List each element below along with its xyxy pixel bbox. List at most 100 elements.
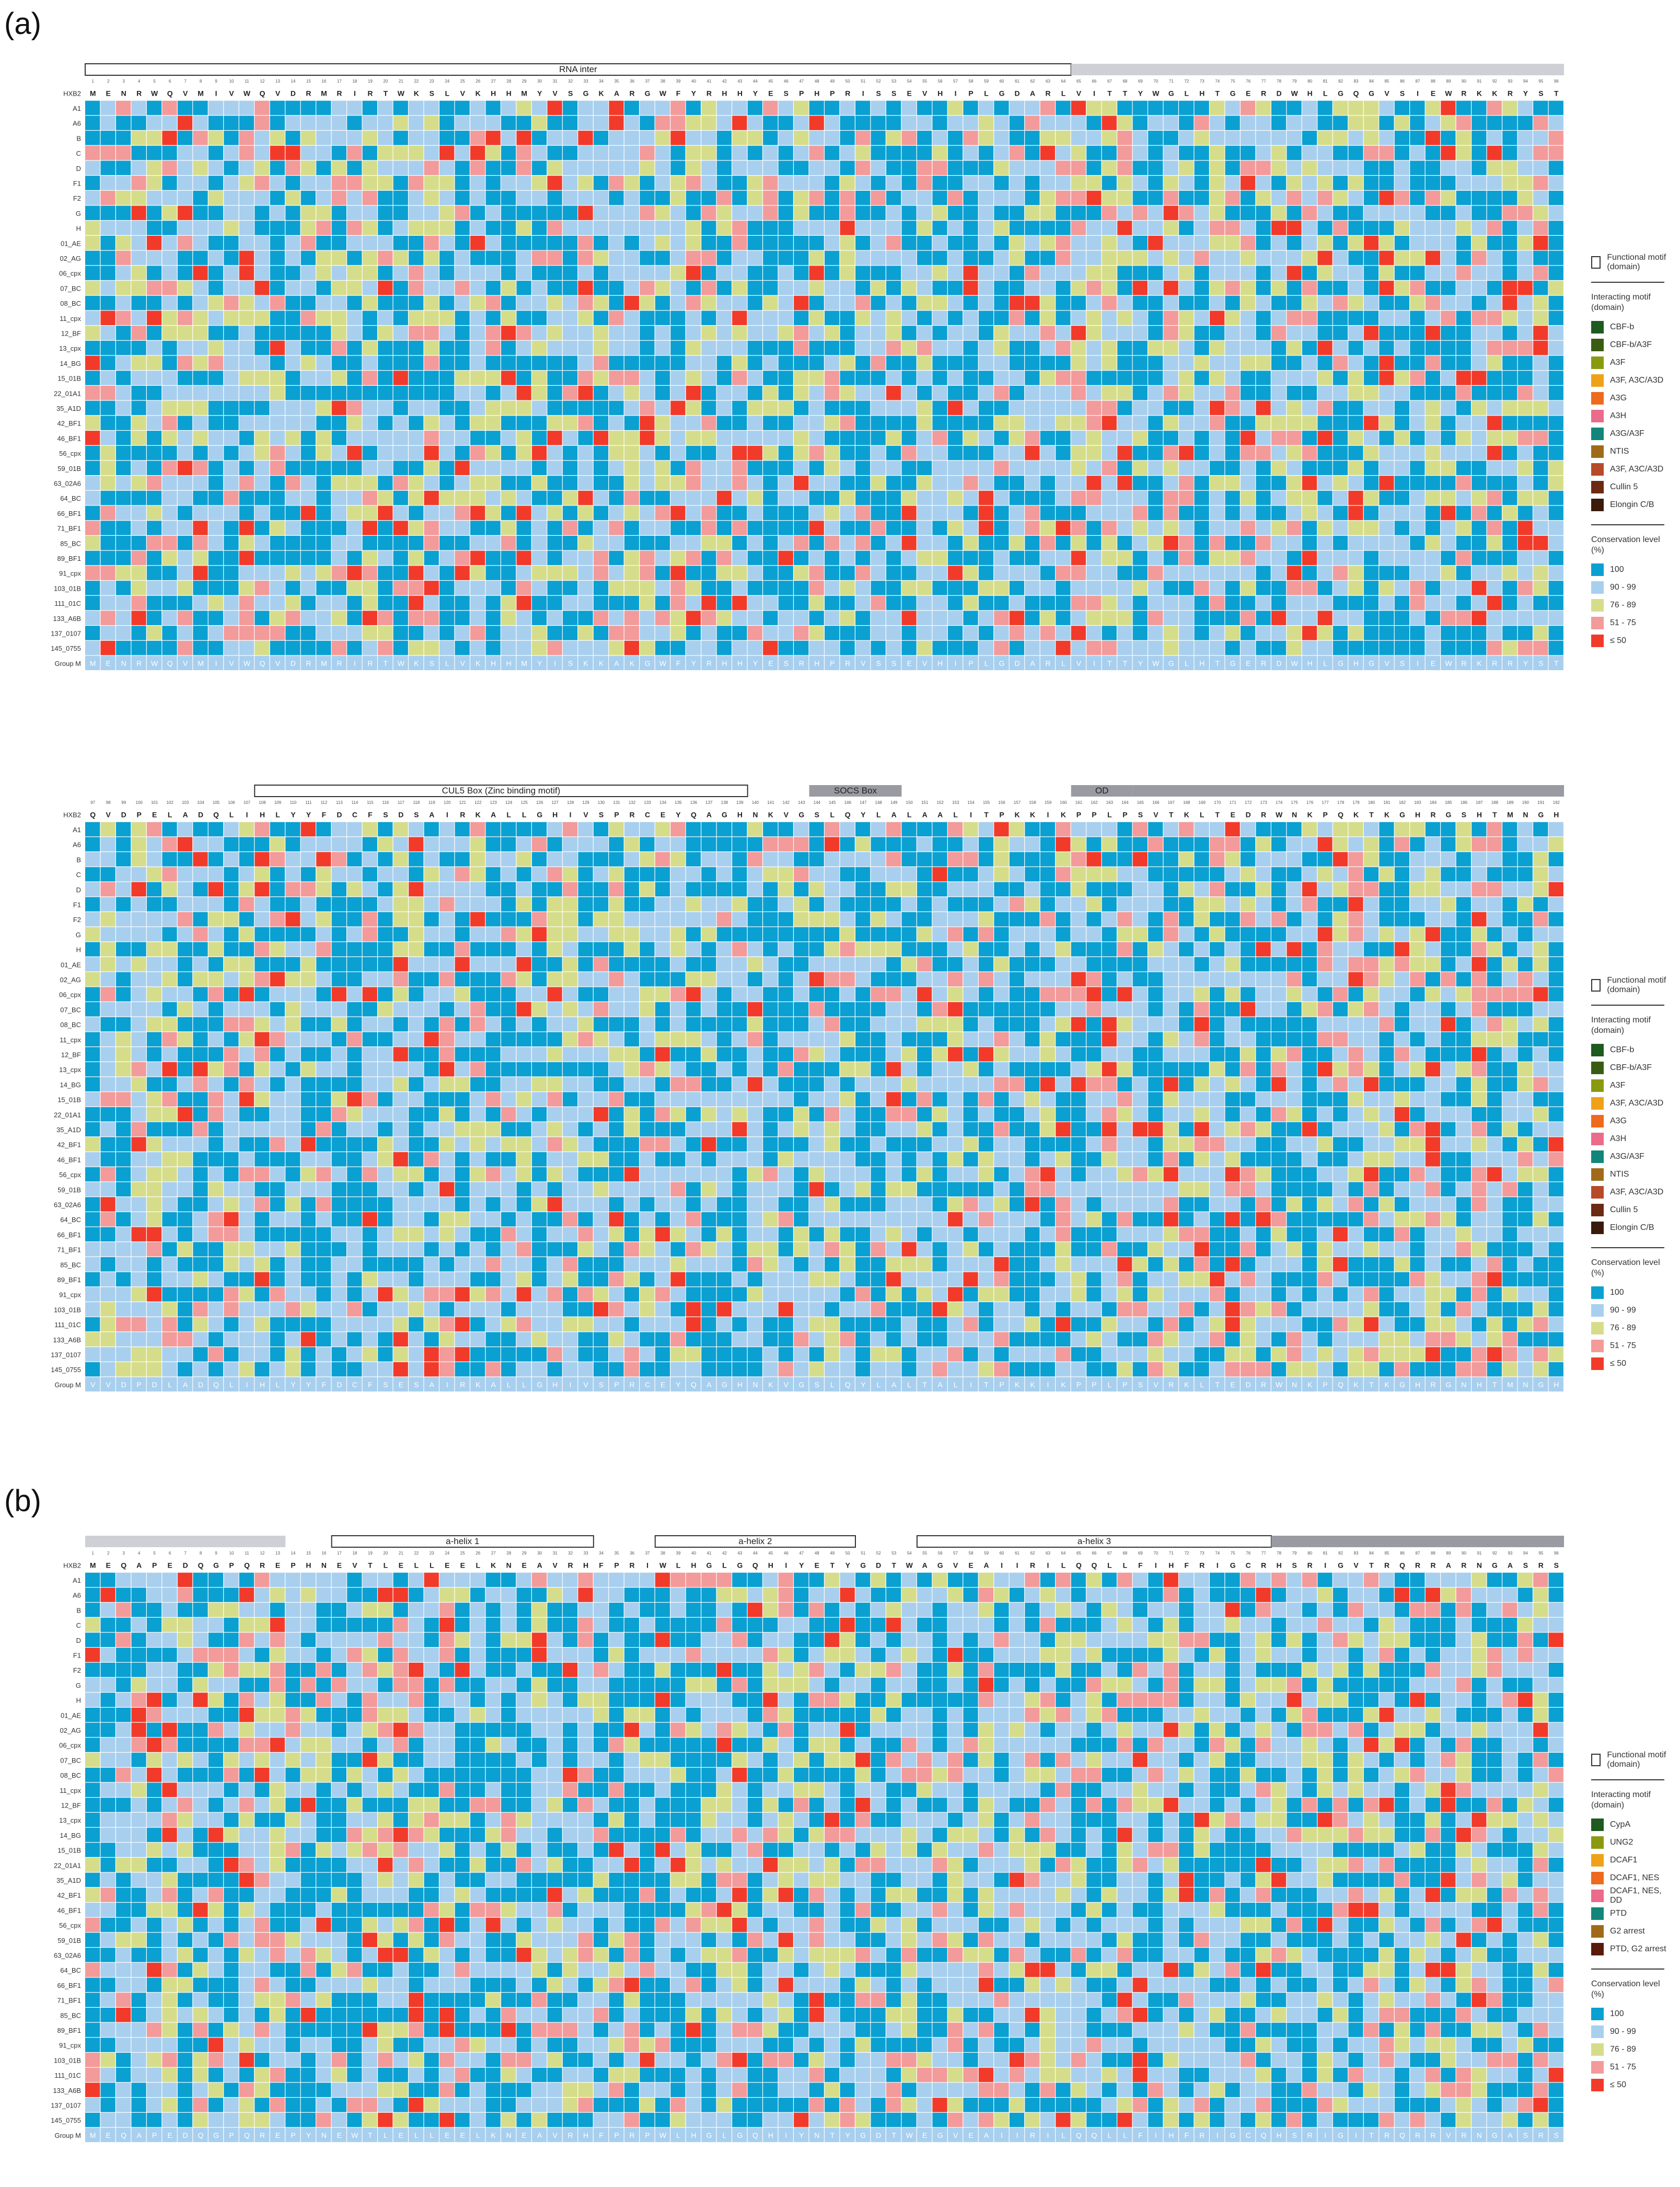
heat-cell [840,640,855,655]
heat-cell [825,535,840,550]
heat-cell [655,176,670,190]
heat-cell [593,897,609,912]
heat-cell [1425,655,1441,671]
heat-cell [1132,326,1148,340]
heat-cell [208,476,224,490]
heat-cell [1333,822,1348,837]
heat-cell [1163,400,1178,416]
heat-cell [131,867,146,882]
heat-cell [1025,640,1040,655]
heat-cell [1210,521,1225,535]
heat-cell [1025,461,1040,475]
heat-cell [963,807,978,822]
heat-cell [901,535,917,550]
heat-cell [840,431,855,445]
position-number: 191 [1537,800,1545,805]
heat-cell [547,281,562,295]
position-number: 110 [290,800,297,805]
position-number: 42 [722,79,727,84]
heat-cell [794,626,809,640]
heat-cell [947,266,963,280]
heat-cell [716,581,732,595]
heat-cell [424,897,439,912]
heat-cell [670,431,686,445]
residue: Y [537,89,542,97]
heat-cell [485,431,501,445]
heat-cell [1425,221,1441,235]
heat-cell [316,326,331,340]
heat-cell [1302,176,1317,190]
heat-cell [1348,490,1363,505]
heat-cell [439,145,455,160]
heat-cell [1009,566,1025,580]
residue: H [1477,810,1482,819]
heat-cell [794,611,809,625]
position-number: 139 [736,800,744,805]
heat-cell [1348,655,1363,671]
heat-cell [177,897,193,912]
heat-cell [825,807,840,822]
heat-cell [1379,355,1394,371]
heat-cell [1333,655,1348,671]
heat-cell [1056,385,1071,400]
heat-cell [1148,655,1163,671]
heat-cell [1225,131,1240,145]
heat-cell [609,611,624,625]
heat-cell [670,176,686,190]
heat-cell [378,867,393,882]
heat-cell [100,131,115,145]
heat-cell [239,611,254,625]
heat-cell [485,445,501,461]
heat-cell [732,416,747,430]
heat-cell [1533,837,1548,851]
heat-cell [901,266,917,280]
heat-cell [794,581,809,595]
heat-cell [1302,221,1317,235]
heat-cell [1040,131,1056,145]
heat-cell [578,340,593,355]
heat-cell [1056,190,1071,205]
heat-cell [1271,310,1287,325]
heat-cell [1240,535,1256,550]
heat-cell [177,131,193,145]
heat-cell [1472,626,1487,640]
position-number: 36 [630,79,634,84]
heat-cell [224,355,239,371]
heat-cell [378,535,393,550]
heat-cell [562,655,578,671]
heat-cell [424,371,439,385]
heat-cell [270,221,285,235]
heat-cell [285,521,300,535]
heat-cell [593,445,609,461]
heat-cell [1379,882,1394,896]
position-number: 52 [876,79,881,84]
heat-cell [1163,535,1178,550]
heat-cell [208,431,224,445]
heat-cell [316,852,331,867]
heat-cell [270,852,285,867]
heat-cell [131,235,146,250]
heat-cell [670,85,686,100]
heat-cell [285,550,300,566]
position-number: 16 [321,79,326,84]
heat-cell [932,822,947,837]
heat-cell [871,822,886,837]
residue: L [275,810,280,819]
heat-cell [1410,160,1425,175]
heat-cell [1548,837,1563,851]
residue: Y [1138,659,1143,667]
heat-cell [1117,581,1132,595]
heat-cell [146,505,162,521]
heat-cell [1533,85,1548,100]
heat-cell [609,897,624,912]
heat-cell [778,400,793,416]
heat-cell [331,640,346,655]
heat-cell [901,235,917,250]
position-number: 181 [1383,800,1391,805]
position-number: 146 [844,800,852,805]
heat-cell [547,221,562,235]
heat-cell [825,505,840,521]
heat-cell [1410,535,1425,550]
residue: S [1400,659,1405,667]
heat-cell [270,912,285,927]
